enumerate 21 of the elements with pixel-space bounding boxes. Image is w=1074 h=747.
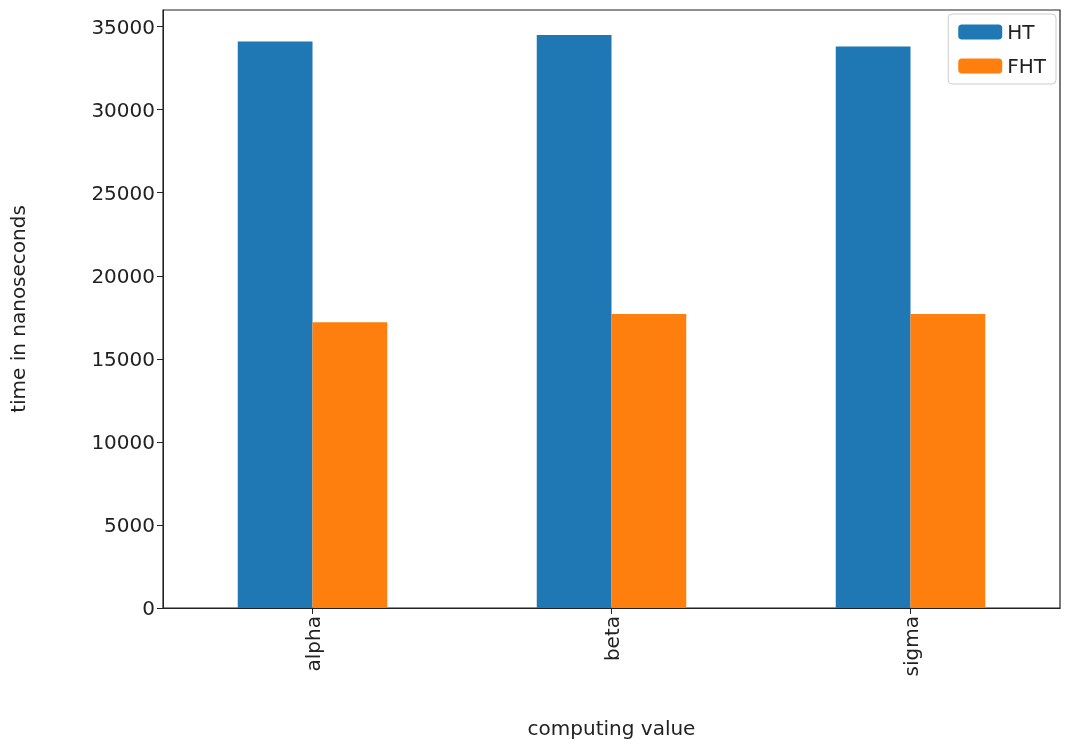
bar — [910, 313, 986, 608]
y-tick-label: 15000 — [91, 346, 155, 371]
y-tick-label: 0 — [142, 596, 155, 620]
bar — [536, 34, 612, 608]
y-tick-label: 35000 — [91, 14, 155, 39]
y-tick-label: 30000 — [91, 97, 155, 122]
y-tick-label: 25000 — [91, 180, 155, 205]
y-tick-label: 20000 — [91, 263, 155, 288]
legend-label: HT — [1007, 20, 1036, 44]
bar — [312, 322, 388, 608]
bar — [611, 313, 687, 608]
x-tick-label: sigma — [898, 616, 923, 677]
y-tick-label: 5000 — [104, 512, 155, 537]
y-axis-title: time in nanoseconds — [6, 205, 30, 413]
x-tick-label: alpha — [300, 616, 325, 672]
bar — [835, 46, 911, 608]
y-tick-label: 10000 — [91, 429, 155, 454]
legend-label: FHT — [1007, 54, 1047, 78]
bar — [237, 41, 313, 608]
x-tick-label: beta — [599, 616, 624, 662]
x-axis-title: computing value — [527, 716, 696, 740]
